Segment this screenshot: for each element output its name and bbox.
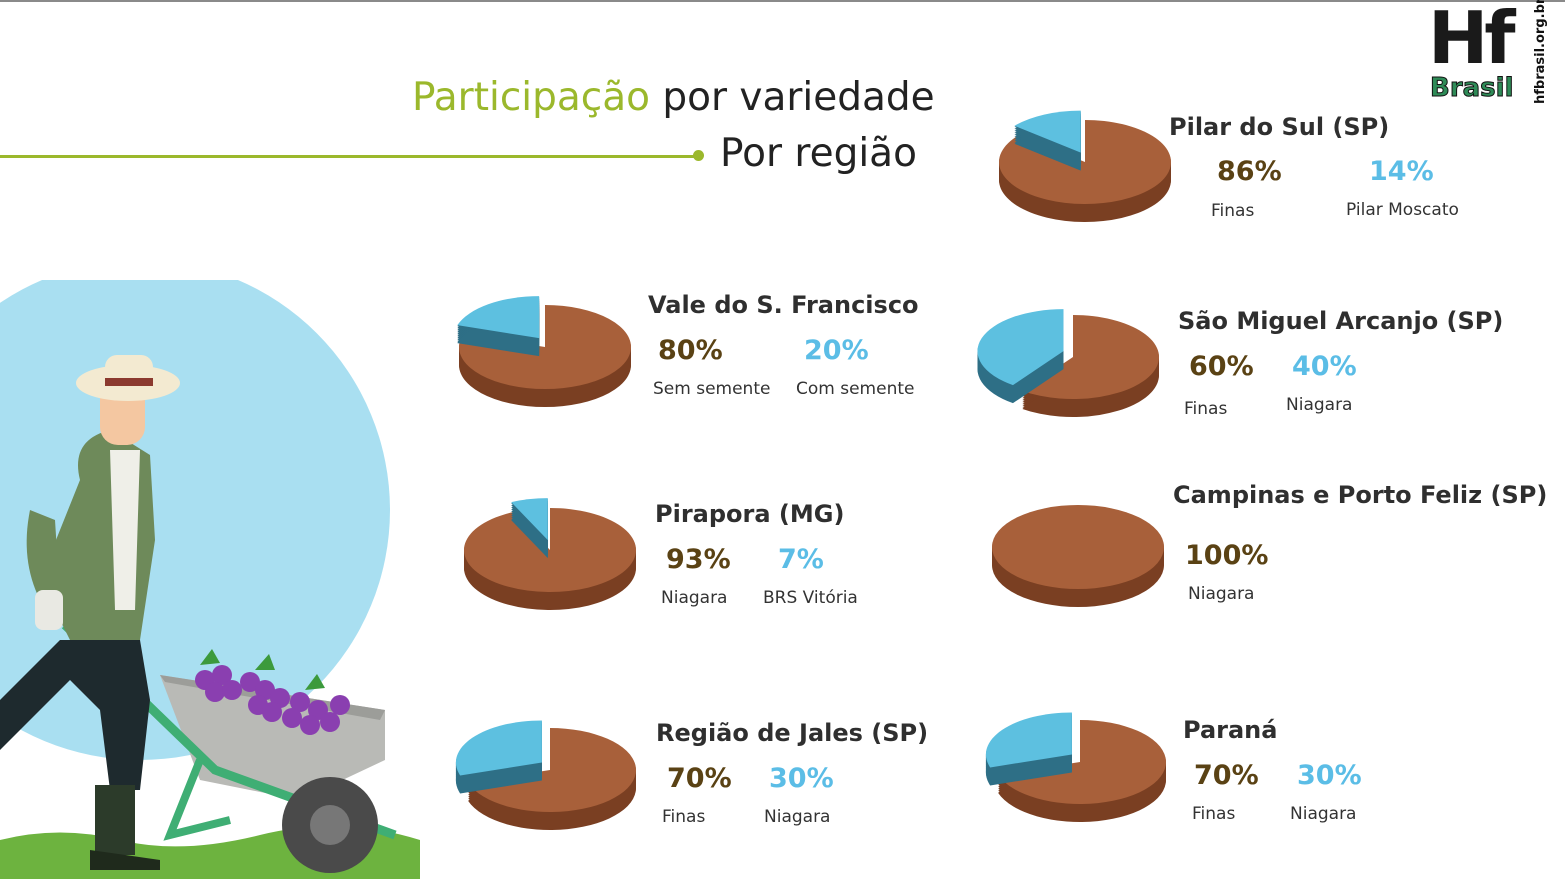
cat-finas-pilar: Finas [1211, 201, 1255, 221]
pie-slice-niagara-jales [455, 720, 542, 794]
pie-slice-sem-semente [459, 305, 631, 407]
cat-brs-vitoria: BRS Vitória [763, 588, 858, 608]
pct-brs-vitoria: 7% [778, 544, 824, 575]
cat-niagara-campinas: Niagara [1188, 584, 1255, 604]
logo-hf: Hf [1428, 0, 1516, 80]
region-title-jales: Região de Jales (SP) [656, 719, 929, 747]
pct-finas-sma: 60% [1189, 351, 1254, 382]
region-title-sao-miguel: São Miguel Arcanjo (SP) [1178, 307, 1504, 335]
cat-finas-jales: Finas [662, 807, 706, 827]
cat-niagara-sma: Niagara [1286, 395, 1353, 415]
pct-com-semente: 20% [804, 335, 869, 366]
pie-chart-pirapora [463, 498, 636, 610]
title-rule-dot [693, 150, 704, 161]
region-title-vale: Vale do S. Francisco [648, 291, 919, 319]
title-rule [0, 155, 700, 158]
hf-brasil-logo: Hf Brasil hfbrasil.org.br [1428, 0, 1550, 104]
pie-slice-finas-parana [998, 720, 1166, 822]
pct-moscato-pilar: 14% [1369, 156, 1434, 187]
page-title: Participação por variedade [412, 74, 935, 122]
cat-sem-semente: Sem semente [653, 379, 771, 399]
pie-slice-finas-sma [1022, 315, 1159, 417]
pct-finas-pilar: 86% [1217, 156, 1282, 187]
region-title-pirapora: Pirapora (MG) [655, 500, 845, 528]
cat-moscato-pilar: Pilar Moscato [1346, 200, 1459, 220]
cat-finas-sma: Finas [1184, 399, 1228, 419]
page-subtitle: Por região [720, 131, 917, 176]
cat-niagara-pirapora: Niagara [661, 588, 728, 608]
pie-slice-com-semente [457, 296, 540, 357]
pct-sem-semente: 80% [658, 335, 723, 366]
pct-finas-parana: 70% [1194, 760, 1259, 791]
title-highlight: Participação [412, 75, 650, 120]
cat-niagara-jales: Niagara [764, 807, 831, 827]
pie-slice-niagara-sma [977, 309, 1064, 404]
pie-chart-parana [985, 712, 1166, 822]
pie-slice-niagara-parana [985, 712, 1072, 786]
pct-niagara-pirapora: 93% [666, 544, 731, 575]
region-title-pilar-do-sul: Pilar do Sul (SP) [1169, 113, 1390, 141]
cat-finas-parana: Finas [1192, 804, 1236, 824]
pct-finas-jales: 70% [667, 763, 732, 794]
pie-chart-campinas-porto-feliz [992, 505, 1164, 607]
pie-slice-pilar-moscato [1014, 110, 1081, 171]
pie-chart-vale-do-s-francisco [457, 296, 631, 407]
pie-slice-finas-jales [468, 728, 636, 830]
pie-slice-brs-vitoria [511, 498, 548, 559]
farmer-wheelbarrow-illustration [0, 280, 420, 879]
pct-niagara-parana: 30% [1297, 760, 1362, 791]
pct-niagara-campinas: 100% [1185, 540, 1269, 571]
pie-slice-niagara-pirapora [463, 508, 636, 610]
pie-slice-finas [999, 120, 1171, 222]
pie-chart-regiao-de-jales [455, 720, 636, 830]
cat-niagara-parana: Niagara [1290, 804, 1357, 824]
pie-chart-pilar-do-sul [999, 110, 1171, 222]
cat-com-semente: Com semente [796, 379, 915, 399]
region-title-parana: Paraná [1183, 716, 1278, 744]
title-rest: por variedade [649, 75, 935, 120]
logo-url: hfbrasil.org.br [1533, 0, 1548, 104]
pct-niagara-sma: 40% [1292, 351, 1357, 382]
region-title-campinas: Campinas e Porto Feliz (SP) [1173, 481, 1548, 509]
pie-slice-niagara-campinas [992, 505, 1164, 607]
pct-niagara-jales: 30% [769, 763, 834, 794]
pie-chart-sao-miguel-arcanjo [977, 309, 1159, 417]
logo-brasil: Brasil [1429, 73, 1514, 103]
top-border [0, 0, 1565, 2]
